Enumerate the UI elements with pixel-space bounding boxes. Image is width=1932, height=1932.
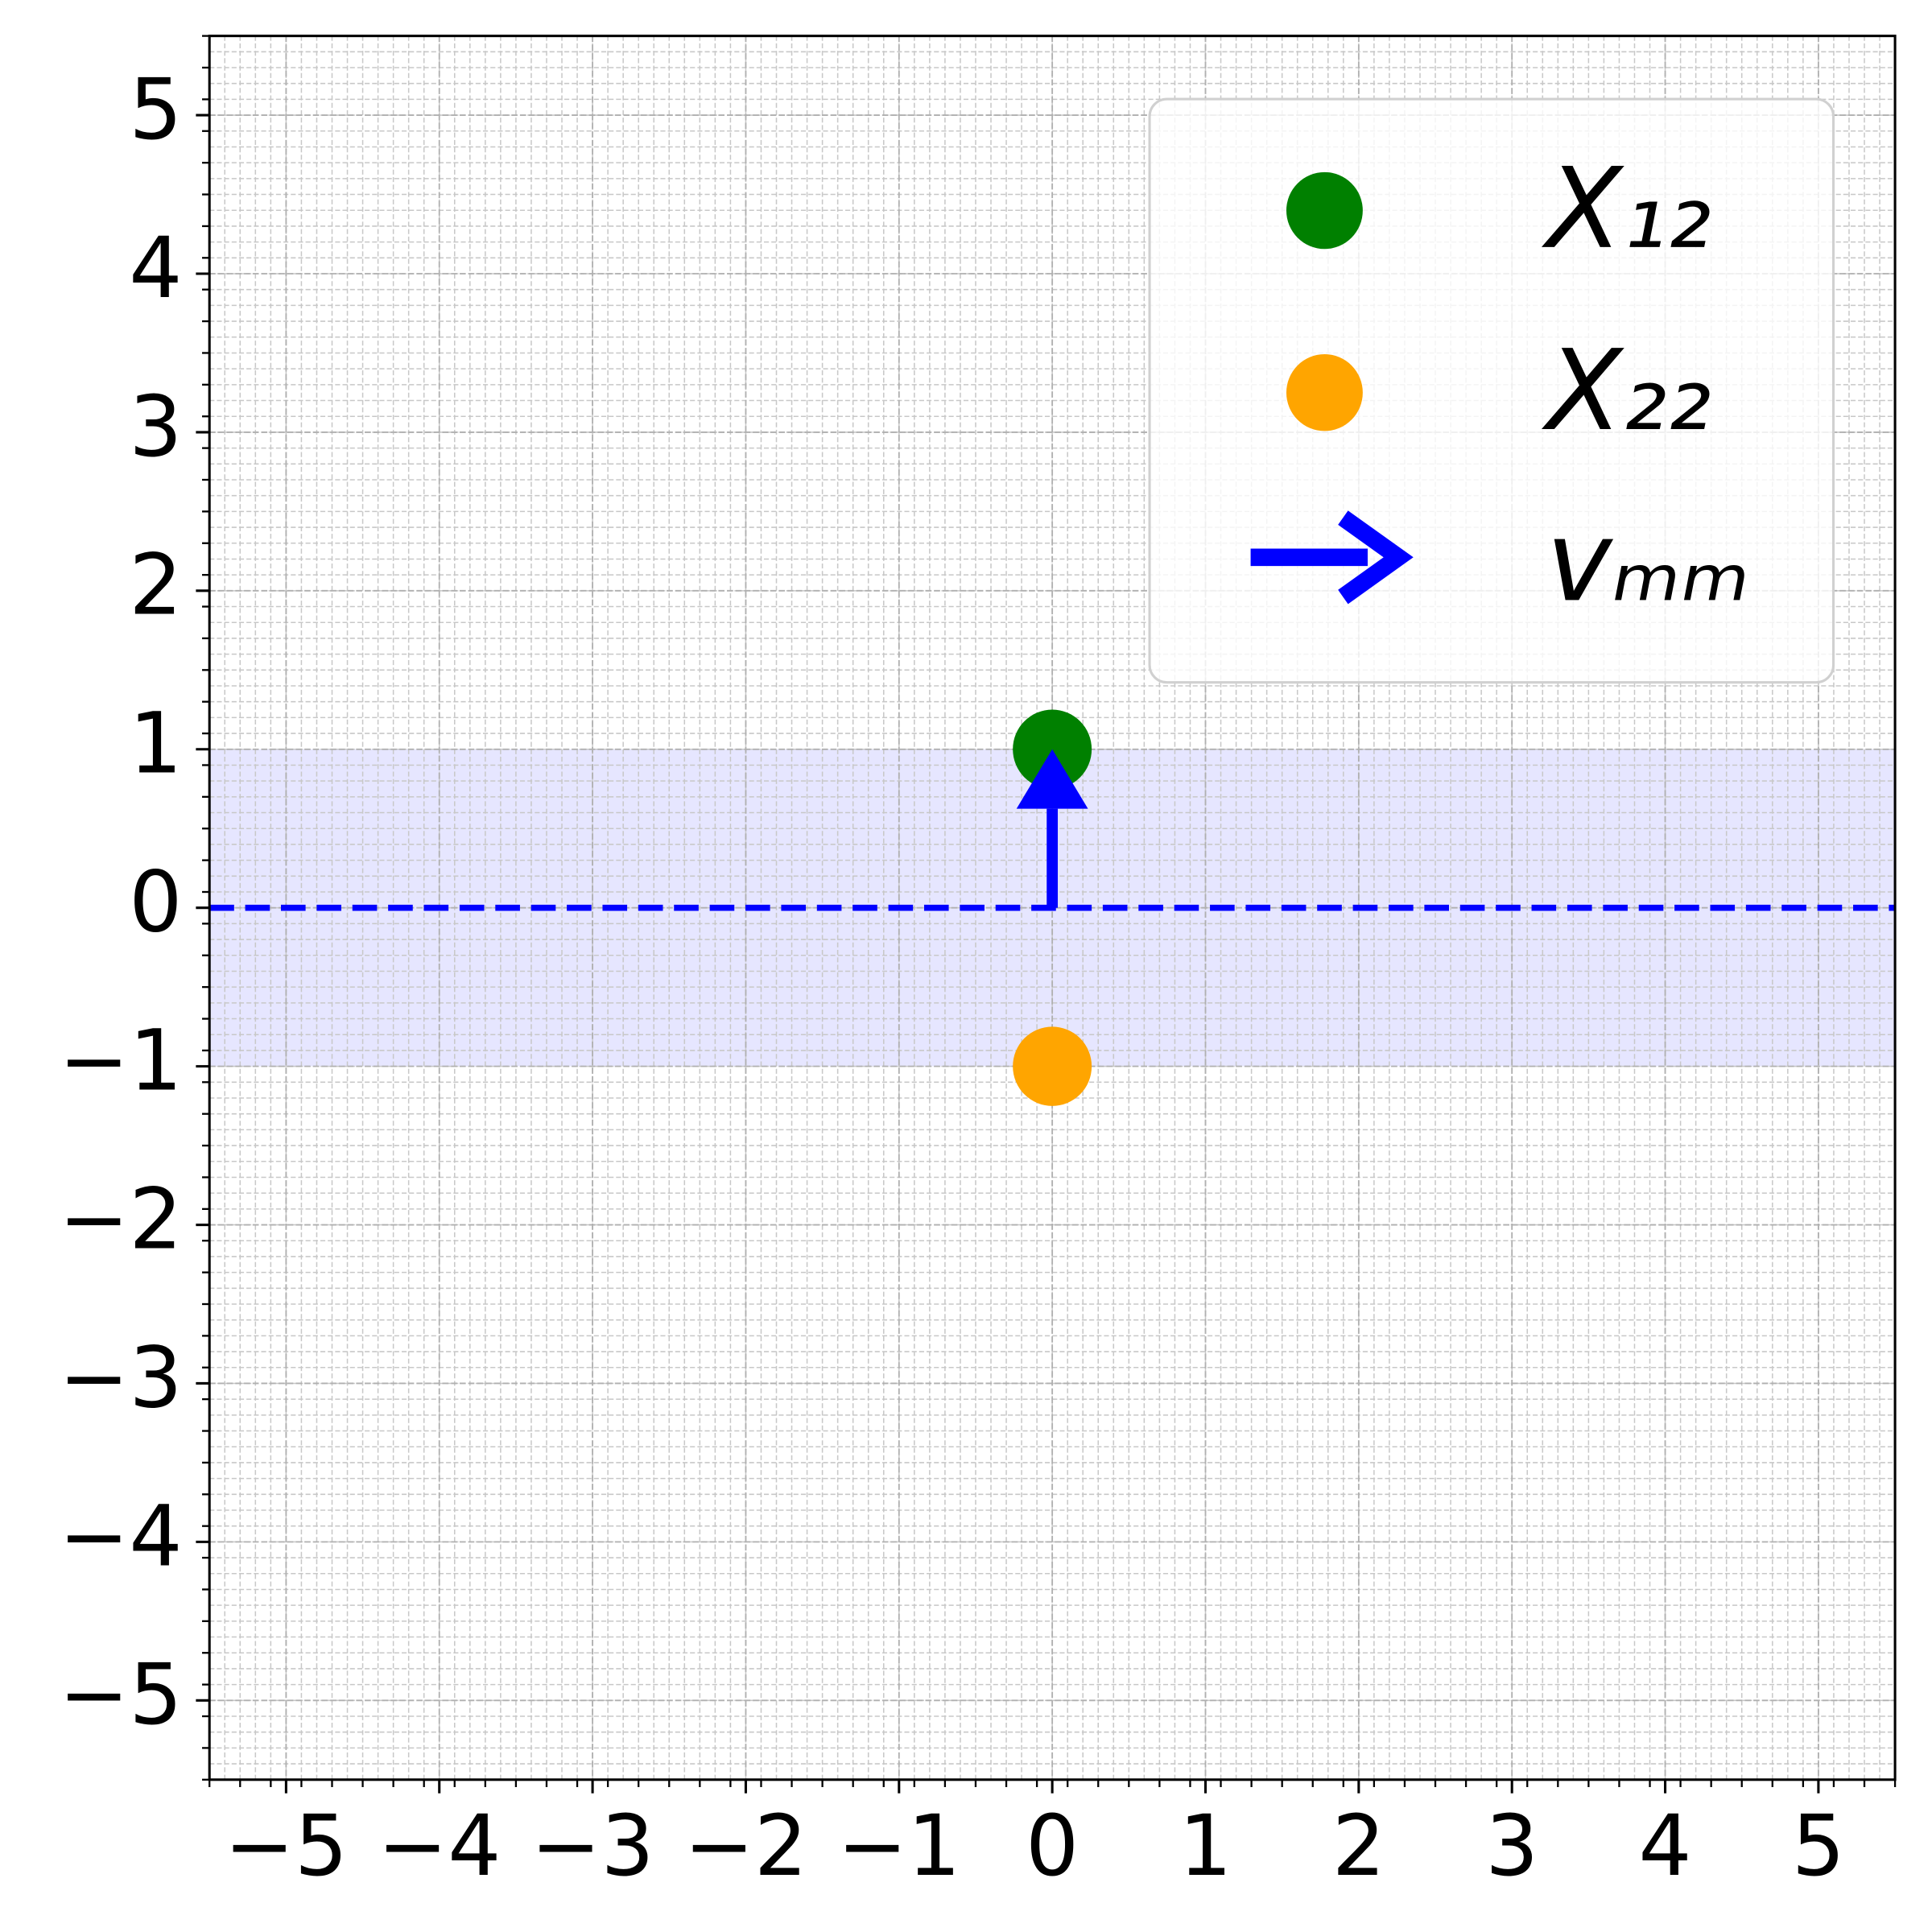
vector-arrow (1016, 749, 1088, 908)
x-tick-label: 2 (1332, 1797, 1385, 1895)
legend-label: vₘₘ (1546, 497, 1750, 626)
y-tick-label: −3 (59, 1328, 182, 1426)
y-tick-label: 5 (129, 60, 182, 159)
legend-label: X₂₂ (1542, 326, 1711, 456)
plot-frame (208, 35, 1897, 1781)
x-tick-label: 0 (1026, 1797, 1079, 1895)
legend-marker (1286, 171, 1363, 250)
y-tick-label: −2 (59, 1170, 182, 1268)
x-tick-label: −3 (530, 1797, 654, 1895)
x-tick-label: −4 (378, 1797, 501, 1895)
y-tick-label: 0 (129, 852, 182, 951)
x-tick-label: 3 (1485, 1797, 1538, 1895)
y-tick-label: 2 (129, 535, 182, 634)
data-point (1013, 1026, 1092, 1106)
y-tick-label: 4 (129, 219, 182, 317)
x-tick-label: 5 (1792, 1797, 1845, 1895)
legend-marker (1286, 354, 1363, 431)
x-tick-label: −2 (684, 1797, 807, 1895)
x-tick-label: 4 (1638, 1797, 1691, 1895)
legend: X₁₂ X₂₂ vₘₘ (1148, 97, 1835, 684)
y-tick-label: 1 (129, 694, 182, 792)
x-tick-label: −5 (225, 1797, 348, 1895)
y-tick-label: −5 (59, 1645, 182, 1744)
y-tick-label: 3 (129, 378, 182, 476)
y-tick-label: −1 (59, 1011, 182, 1109)
arrow-head (1016, 749, 1088, 809)
legend-label: X₁₂ (1542, 144, 1711, 274)
x-tick-label: 1 (1179, 1797, 1232, 1895)
y-tick-label: −4 (59, 1487, 182, 1585)
x-tick-label: −1 (837, 1797, 960, 1895)
legend-arrow-head (1338, 510, 1414, 605)
